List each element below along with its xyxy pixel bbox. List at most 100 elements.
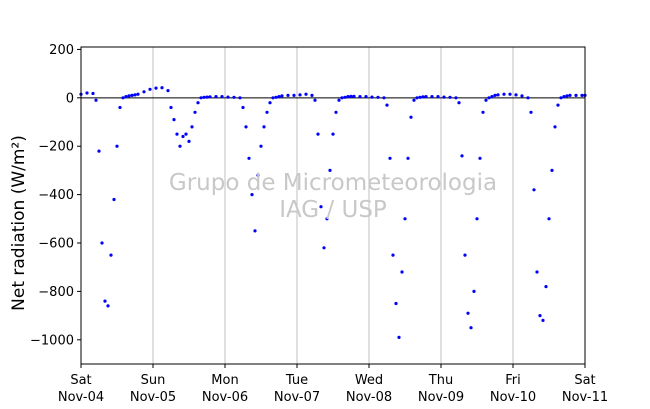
data-point [259, 144, 263, 148]
x-tick-label-day: Sun [141, 373, 166, 388]
data-point [388, 156, 392, 160]
data-point [409, 115, 413, 119]
data-point [181, 134, 185, 139]
data-point [481, 110, 485, 114]
data-point [175, 132, 179, 136]
data-point [487, 96, 491, 100]
x-tick-label-date: Nov-10 [490, 390, 536, 405]
data-point [325, 217, 329, 221]
data-point [475, 217, 479, 221]
data-point [238, 96, 242, 100]
data-point [496, 93, 500, 97]
data-point [328, 168, 332, 172]
data-point [193, 110, 197, 114]
data-point [280, 94, 284, 98]
data-point [220, 95, 224, 99]
data-point [331, 132, 335, 136]
data-point [247, 156, 251, 160]
y-tick-label: −200 [38, 140, 74, 155]
data-point [286, 93, 290, 97]
data-point [490, 95, 494, 99]
data-point [415, 96, 419, 100]
data-point [397, 335, 401, 339]
x-tick-label-date: Nov-07 [274, 390, 320, 405]
data-point [166, 89, 170, 93]
data-point [337, 98, 341, 102]
y-tick-label: −800 [38, 285, 74, 300]
y-tick-label: −600 [38, 237, 74, 252]
data-point [118, 105, 122, 110]
data-point [130, 93, 134, 97]
data-point [91, 91, 95, 96]
data-point [124, 95, 128, 99]
data-point [472, 289, 476, 293]
data-point [202, 95, 206, 99]
data-point [484, 98, 488, 102]
data-point [148, 87, 152, 91]
data-point [136, 92, 140, 96]
data-point [196, 101, 200, 105]
data-point [463, 253, 467, 257]
data-point [250, 193, 254, 197]
data-point [403, 217, 407, 221]
data-point [322, 246, 326, 250]
data-point [178, 144, 182, 148]
data-point [508, 92, 512, 96]
plot-frame [80, 46, 586, 365]
data-point [391, 253, 395, 257]
data-point [556, 103, 560, 107]
data-point [292, 93, 296, 97]
data-point [142, 90, 146, 94]
x-tick-label-day: Tue [285, 373, 308, 388]
x-tick-label-day: Sat [574, 373, 595, 388]
data-point [214, 95, 218, 99]
data-point [466, 311, 470, 315]
data-point [241, 105, 245, 110]
data-point [199, 96, 203, 100]
data-point [454, 96, 458, 100]
data-point [376, 95, 380, 99]
x-tick-label-date: Nov-09 [418, 390, 464, 405]
data-point [535, 270, 539, 274]
x-tick-label-date: Nov-08 [346, 390, 392, 405]
data-point [172, 118, 176, 122]
data-point [550, 168, 554, 172]
data-point [469, 326, 473, 330]
x-axis-ticks: Sat Nov-04 Sun Nov-05 Mon Nov-06 Tue Nov-07 Wed N… [58, 364, 608, 405]
data-point [244, 125, 248, 129]
x-tick-label-date: Nov-11 [562, 390, 608, 405]
data-point [559, 96, 563, 100]
data-point [109, 253, 113, 257]
data-point [568, 93, 572, 97]
data-point [205, 95, 209, 99]
data-point [412, 98, 416, 102]
data-point [187, 139, 191, 143]
data-point [457, 101, 461, 105]
data-point [430, 95, 434, 99]
data-point [580, 93, 584, 97]
data-point [133, 93, 137, 97]
data-point [529, 110, 533, 114]
data-point [421, 95, 425, 99]
data-point [265, 110, 269, 114]
data-point [316, 132, 320, 136]
watermark-line-2: IAG / USP [279, 197, 387, 223]
data-point [112, 197, 116, 202]
data-point [343, 95, 347, 99]
data-point [232, 95, 236, 99]
data-point [304, 92, 308, 96]
x-tick-label-day: Thu [428, 373, 453, 388]
y-axis-label: Net radiation (W/m²) [9, 135, 29, 311]
data-point [340, 96, 344, 100]
data-point [85, 91, 89, 95]
data-point [448, 95, 452, 99]
x-tick-label-day: Mon [211, 373, 238, 388]
data-point [502, 92, 506, 96]
data-point [493, 93, 497, 97]
data-point [406, 156, 410, 160]
data-point [460, 154, 464, 158]
data-point [115, 144, 119, 148]
data-point [541, 318, 545, 322]
data-point [349, 94, 353, 98]
